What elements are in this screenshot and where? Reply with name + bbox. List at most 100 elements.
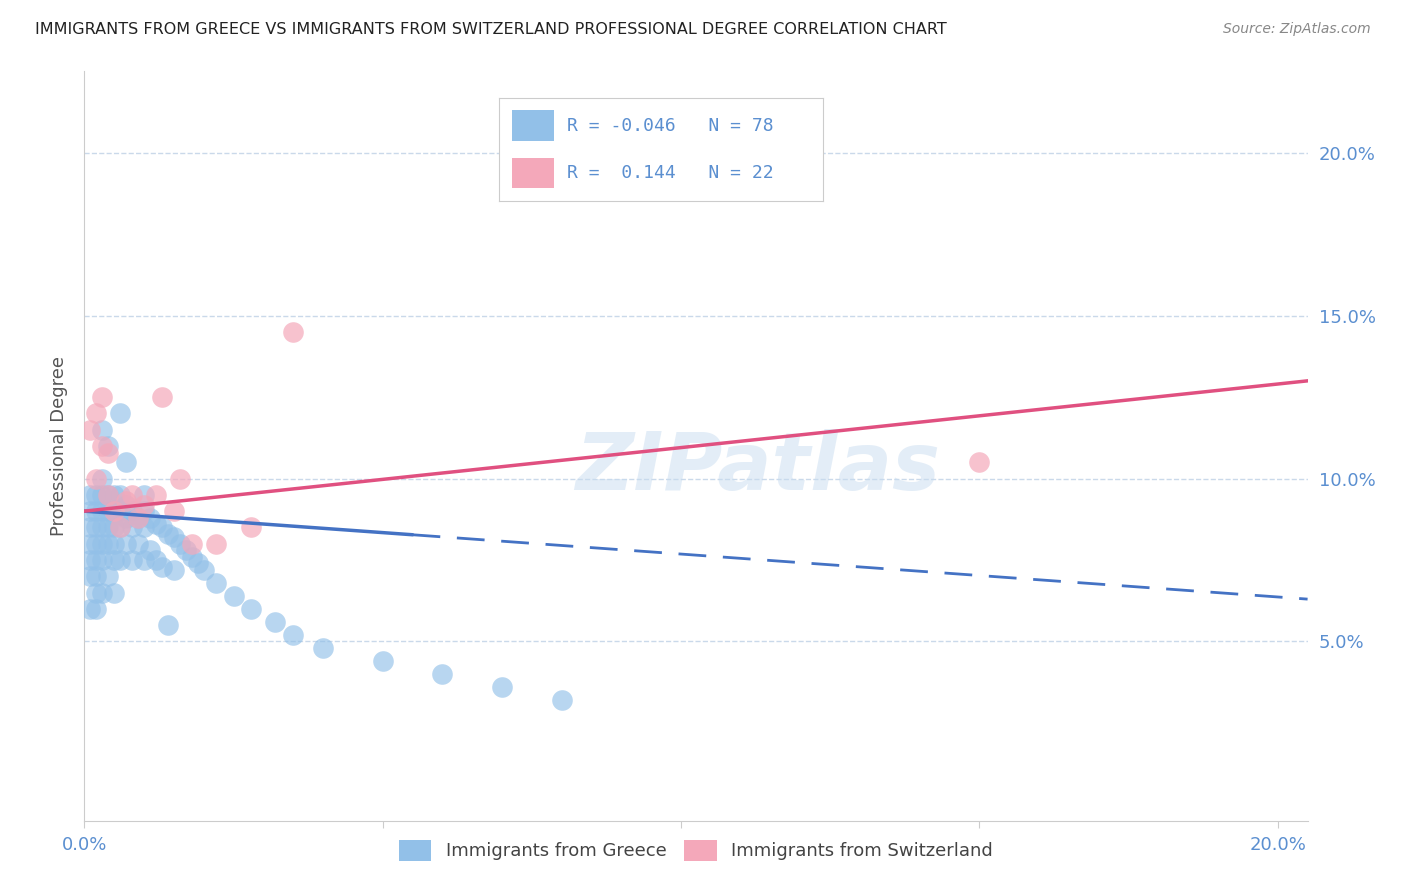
Point [91,504,114,518]
Point [108,488,131,502]
Point [79,602,101,616]
Point [84,585,107,599]
Text: Source: ZipAtlas.com: Source: ZipAtlas.com [1223,22,1371,37]
Point [187,556,209,570]
Point [97,439,120,453]
Point [103,537,125,551]
Point [84,569,107,583]
Point [84,520,107,534]
Point [103,553,125,567]
Point [84,602,107,616]
Point [169,537,191,551]
Point [97,445,120,459]
Point [371,654,394,668]
Point [108,553,131,567]
Point [204,575,226,590]
Point [127,537,149,551]
Point [163,504,186,518]
Point [103,488,125,502]
Point [491,680,513,694]
Point [84,488,107,502]
Point [84,472,107,486]
Text: R = -0.046   N = 78: R = -0.046 N = 78 [567,117,773,135]
Point [91,537,114,551]
Legend: Immigrants from Greece, Immigrants from Switzerland: Immigrants from Greece, Immigrants from … [391,832,1001,868]
Point [79,488,101,502]
Point [84,406,107,420]
Point [103,504,125,518]
Point [127,510,149,524]
Y-axis label: Professional Degree: Professional Degree [49,356,67,536]
Point [115,498,138,512]
Point [174,543,197,558]
Point [115,537,138,551]
Text: ZIPatlas: ZIPatlas [575,429,939,508]
Point [180,549,202,564]
Point [132,488,155,502]
Point [84,537,107,551]
Point [108,520,131,534]
Point [156,618,179,632]
Point [91,585,114,599]
Point [150,390,173,404]
Point [121,488,143,502]
Point [79,520,101,534]
Text: R =  0.144   N = 22: R = 0.144 N = 22 [567,164,773,182]
Point [84,504,107,518]
Text: IMMIGRANTS FROM GREECE VS IMMIGRANTS FROM SWITZERLAND PROFESSIONAL DEGREE CORREL: IMMIGRANTS FROM GREECE VS IMMIGRANTS FRO… [35,22,946,37]
Point [150,559,173,574]
Point [103,585,125,599]
Point [91,488,114,502]
Point [97,569,120,583]
Point [97,488,120,502]
Point [91,472,114,486]
Point [97,520,120,534]
Point [312,640,335,655]
Point [180,537,202,551]
Point [79,423,101,437]
Point [139,510,162,524]
Point [103,504,125,518]
Point [222,589,245,603]
Point [283,325,305,339]
Point [132,504,155,518]
Point [432,667,454,681]
Point [115,510,138,524]
Point [150,520,173,534]
Point [79,504,101,518]
Point [79,553,101,567]
Point [108,520,131,534]
Point [145,488,167,502]
Point [115,455,138,469]
Point [551,693,574,707]
Point [132,520,155,534]
Point [139,543,162,558]
Point [145,553,167,567]
Point [97,488,120,502]
Point [121,553,143,567]
Point [91,553,114,567]
Point [108,406,131,420]
Point [97,504,120,518]
Point [240,602,263,616]
Point [969,455,991,469]
Point [115,494,138,508]
Point [91,439,114,453]
Point [204,537,226,551]
Point [91,390,114,404]
Point [108,504,131,518]
Point [169,472,191,486]
Point [103,520,125,534]
Point [132,498,155,512]
Point [132,553,155,567]
Bar [512,158,554,188]
Point [91,520,114,534]
Point [91,423,114,437]
Point [127,510,149,524]
Point [145,517,167,532]
Point [84,553,107,567]
Bar [512,111,554,141]
Point [240,520,263,534]
Point [156,527,179,541]
Point [193,563,215,577]
